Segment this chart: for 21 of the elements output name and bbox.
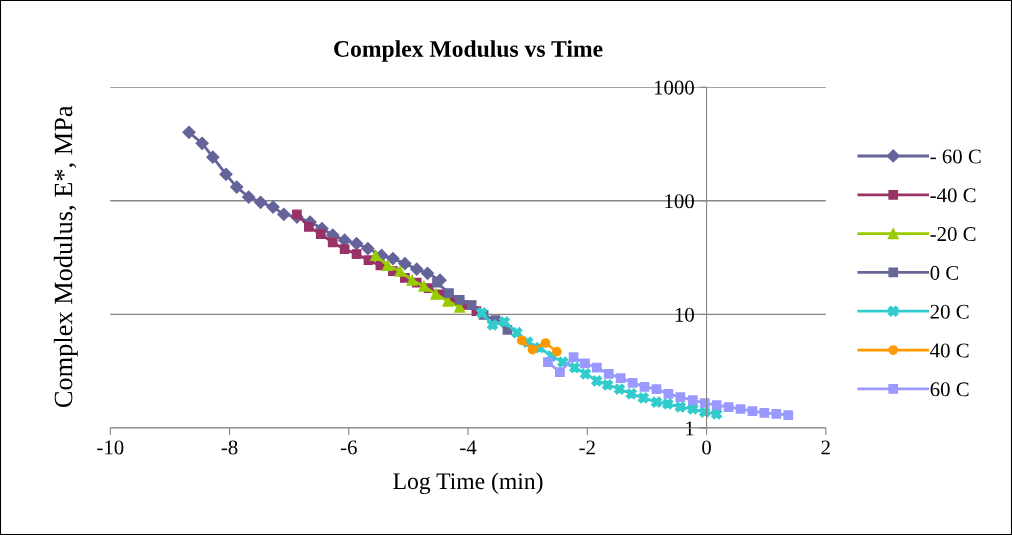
x-tick-label: -8 (221, 440, 238, 455)
legend-label: -20 C (930, 227, 976, 242)
x-axis-title: Log Time (min) (393, 472, 543, 495)
x-tick-label: 0 (702, 440, 711, 455)
x-tick-label: -4 (460, 440, 477, 455)
legend-label: - 60 C (930, 149, 981, 164)
legend-label: 0 C (930, 265, 959, 280)
y-tick-label: 100 (665, 194, 694, 209)
x-tick-label: -6 (340, 440, 357, 455)
chart-title: Complex Modulus vs Time (334, 40, 603, 62)
y-tick-label: 1 (686, 421, 694, 436)
legend-label: -40 C (930, 188, 976, 203)
x-tick-label: 2 (821, 440, 830, 455)
x-tick-label: -10 (97, 440, 124, 455)
legend-label: 40 C (930, 343, 969, 358)
x-tick-label: -2 (579, 440, 595, 455)
legend-label: 20 C (930, 304, 969, 319)
y-axis-title: Complex Modulus, E*, MPa (53, 105, 78, 408)
y-tick-label: 1000 (654, 80, 694, 95)
y-tick-label: 10 (675, 307, 694, 322)
legend-label: 60 C (930, 382, 969, 397)
